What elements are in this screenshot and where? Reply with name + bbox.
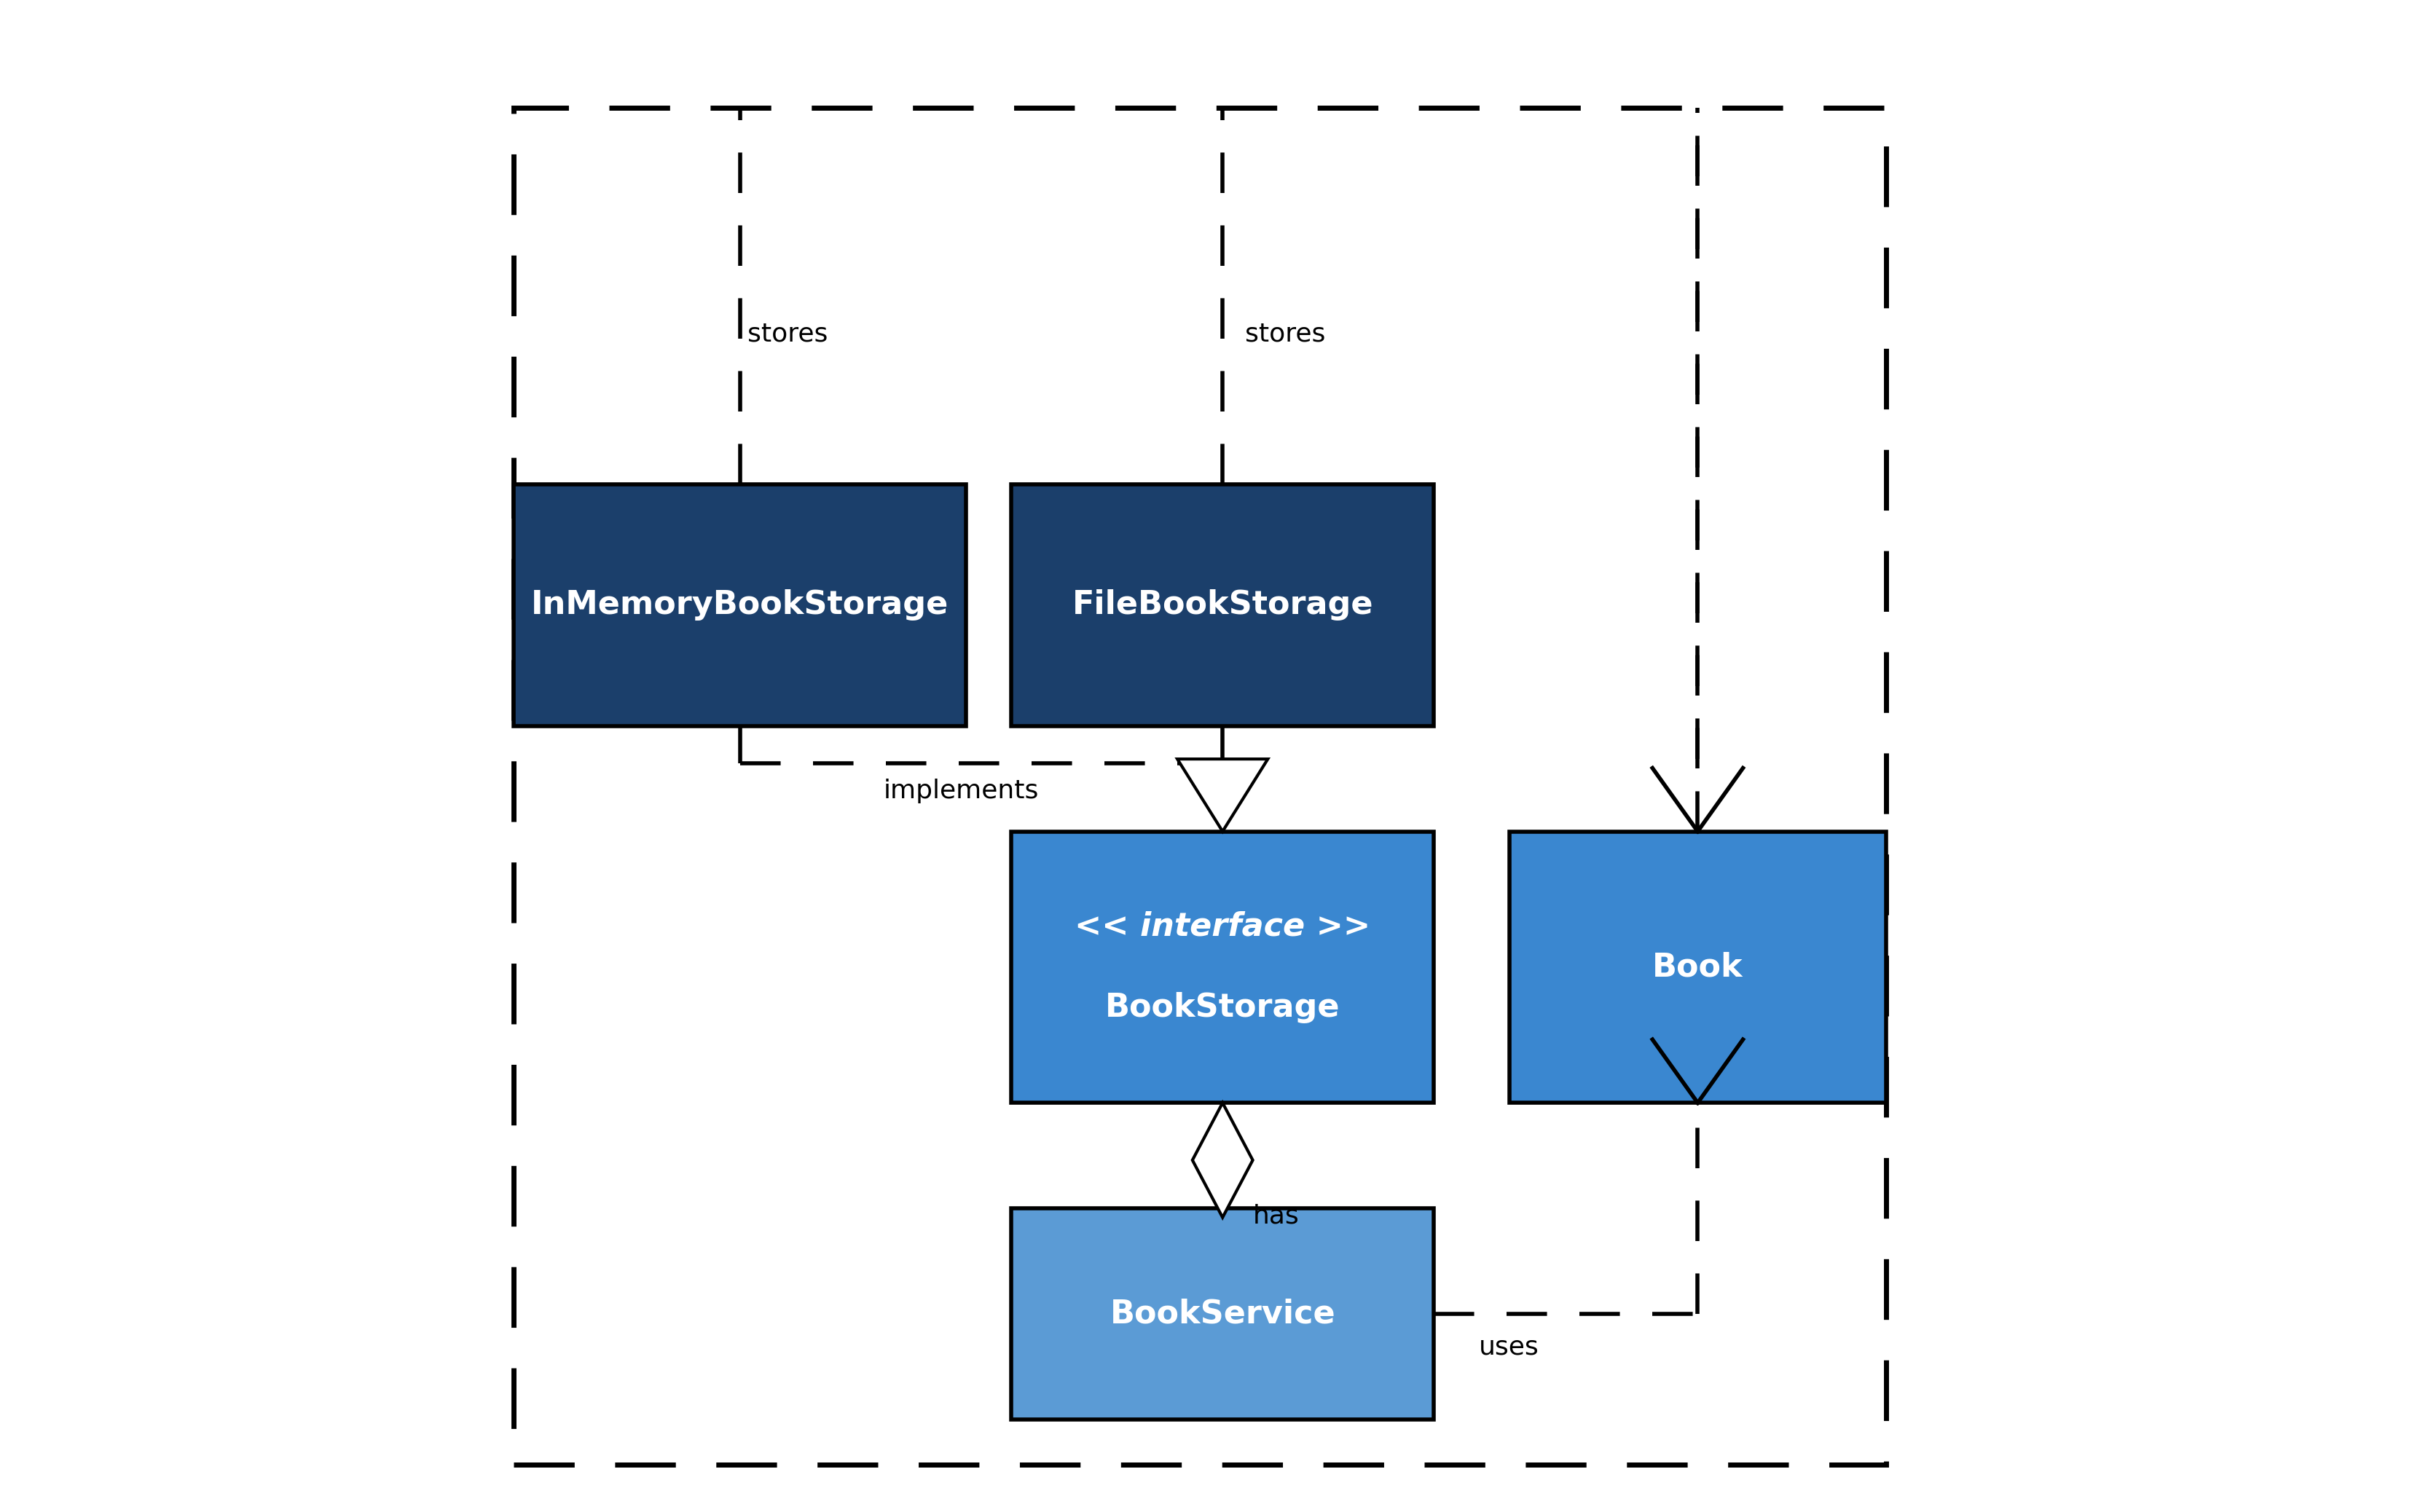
Text: << interface >>: << interface >> <box>1075 910 1372 942</box>
Text: FileBookStorage: FileBookStorage <box>1072 590 1374 621</box>
Text: uses: uses <box>1478 1335 1538 1359</box>
Bar <box>1012 484 1435 726</box>
Text: stores: stores <box>1246 322 1326 346</box>
Text: implements: implements <box>884 779 1038 803</box>
Polygon shape <box>1193 1102 1253 1217</box>
Text: Book: Book <box>1652 951 1744 983</box>
Text: InMemoryBookStorage: InMemoryBookStorage <box>531 590 949 621</box>
Polygon shape <box>1179 759 1268 832</box>
Bar <box>1012 832 1435 1102</box>
Bar <box>514 484 966 726</box>
Text: has: has <box>1253 1204 1299 1228</box>
Bar <box>1509 832 1886 1102</box>
Text: BookService: BookService <box>1111 1299 1335 1329</box>
Bar <box>1012 1208 1435 1420</box>
Text: stores: stores <box>749 322 828 346</box>
Text: BookStorage: BookStorage <box>1106 992 1340 1024</box>
